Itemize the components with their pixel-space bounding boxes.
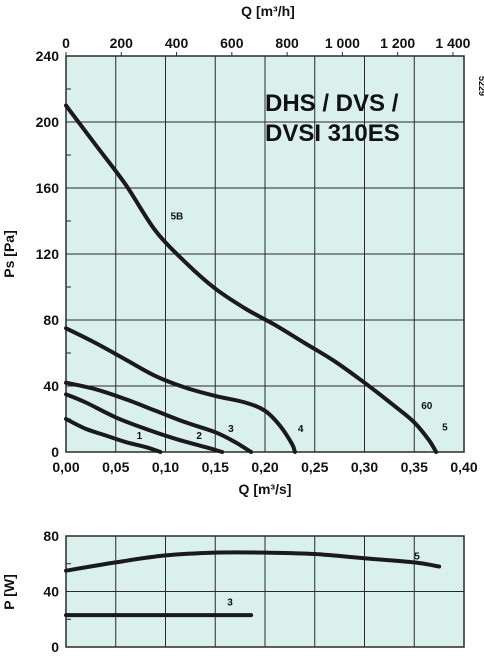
main-y-ticks: 0 40 80 120 160 200 240 (36, 48, 60, 460)
power-curve-labels: 53 (227, 552, 420, 609)
curve-5B (64, 103, 439, 454)
curve-1 (64, 417, 163, 454)
main-chart: 5B 5 60 4 3 2 1 0 40 80 120 160 200 240 0,00 0,05 0,10… (1, 3, 484, 497)
main-grid (65, 55, 465, 453)
y-tick-label: 0 (51, 444, 59, 460)
curve-label-4: 4 (298, 424, 304, 435)
top-x-tick-label: 600 (220, 35, 244, 51)
top-x-tick-label: 1 200 (380, 35, 415, 51)
y-tick-label: 240 (36, 48, 60, 64)
y-axis-label: Ps [Pa] (1, 230, 17, 277)
top-x-tick-label: 1 000 (325, 35, 360, 51)
curve-label-5B: 5B (170, 211, 183, 222)
x-tick-label: 0,10 (152, 459, 179, 475)
main-x-ticks: 0,00 0,05 0,10 0,15 0,20 0,25 0,30 0,35 0,40 (52, 459, 477, 475)
top-x-tick-label: 0 (62, 35, 70, 51)
curve-3 (64, 380, 254, 454)
y-tick-label: 160 (36, 180, 60, 196)
chart-title-line-1: DHS / DVS / (265, 90, 399, 117)
power-curves (64, 550, 442, 618)
main-curve-labels: 5B 5 60 4 3 2 1 (137, 211, 448, 441)
y-tick-label: 200 (36, 114, 60, 130)
x-tick-label: 0,30 (351, 459, 378, 475)
power-y-ticks: 0 40 80 (43, 528, 59, 655)
curve-label-5: 5 (442, 423, 448, 434)
top-x-tick-label: 1 400 (435, 35, 470, 51)
y-tick-label: 120 (36, 246, 60, 262)
top-x-ticks: 0 200 400 600 800 1 000 1 200 1 400 (62, 35, 471, 56)
curve-label-2: 2 (196, 431, 202, 442)
y-tick-label: 40 (43, 378, 59, 394)
power-grid (65, 535, 465, 648)
curve-2 (64, 392, 225, 454)
x-tick-label: 0,15 (202, 459, 229, 475)
top-x-tick-label: 400 (165, 35, 189, 51)
chart-title-line-2: DVSI 310ES (265, 120, 400, 147)
power-y-tick-label: 40 (43, 584, 59, 600)
x-tick-label: 0,20 (251, 459, 278, 475)
x-tick-label: 0,25 (301, 459, 328, 475)
x-tick-label: 0,35 (401, 459, 428, 475)
x-tick-label: 0,05 (102, 459, 129, 475)
power-curve-label-5: 5 (414, 552, 420, 563)
y-tick-label: 80 (43, 312, 59, 328)
power-y-tick-label: 80 (43, 528, 59, 544)
curve-label-60: 60 (421, 401, 433, 412)
main-curves (64, 103, 439, 454)
top-x-axis-label: Q [m³/h] (241, 3, 295, 19)
power-y-axis-label: P [W] (1, 574, 17, 610)
chart-code: 5229 (477, 76, 484, 96)
top-x-tick-label: 200 (110, 35, 134, 51)
power-curve-label-3: 3 (227, 597, 233, 608)
x-axis-label: Q [m³/s] (239, 481, 292, 497)
power-y-tick-label: 0 (51, 639, 59, 655)
power-curve-5 (64, 550, 442, 573)
curve-4 (64, 326, 297, 454)
x-tick-label: 0,00 (52, 459, 79, 475)
curve-label-3: 3 (228, 424, 234, 435)
curve-label-1: 1 (137, 431, 143, 442)
x-tick-label: 0,40 (450, 459, 477, 475)
top-x-tick-label: 800 (275, 35, 299, 51)
